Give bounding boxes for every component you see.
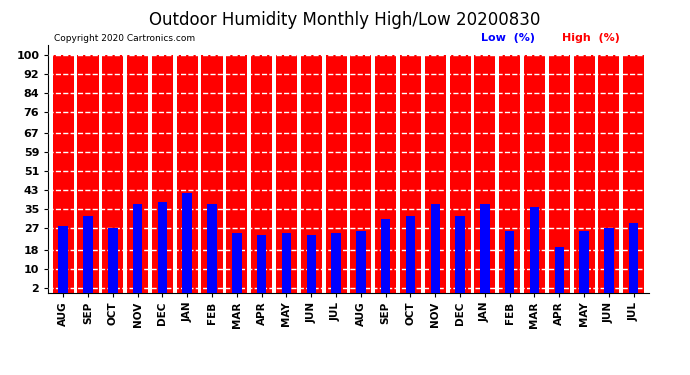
Bar <box>629 224 638 292</box>
Bar <box>549 54 570 292</box>
Bar <box>505 231 515 292</box>
Bar <box>351 54 371 292</box>
Bar <box>83 216 92 292</box>
Bar <box>580 231 589 292</box>
Bar <box>381 219 391 292</box>
Bar <box>425 54 446 292</box>
Bar <box>257 236 266 292</box>
Bar <box>356 231 366 292</box>
Bar <box>623 54 644 292</box>
Bar <box>127 54 148 292</box>
Bar <box>276 54 297 292</box>
Bar <box>524 54 545 292</box>
Bar <box>449 54 471 292</box>
Bar <box>480 204 490 292</box>
Bar <box>573 54 595 292</box>
Text: Outdoor Humidity Monthly High/Low 20200830: Outdoor Humidity Monthly High/Low 202008… <box>149 11 541 29</box>
Text: Copyright 2020 Cartronics.com: Copyright 2020 Cartronics.com <box>55 33 195 42</box>
Bar <box>152 54 173 292</box>
Bar <box>232 233 241 292</box>
Bar <box>306 236 316 292</box>
Bar <box>207 204 217 292</box>
Bar <box>108 228 117 292</box>
Bar <box>59 226 68 292</box>
Bar <box>102 54 124 292</box>
Bar <box>406 216 415 292</box>
Bar <box>77 54 99 292</box>
Bar <box>177 54 198 292</box>
Bar <box>455 216 465 292</box>
Bar <box>431 204 440 292</box>
Bar <box>326 54 346 292</box>
Bar <box>301 54 322 292</box>
Bar <box>499 54 520 292</box>
Bar <box>182 192 192 292</box>
Bar <box>331 233 341 292</box>
Bar <box>226 54 248 292</box>
Bar <box>598 54 620 292</box>
Text: High  (%): High (%) <box>562 33 620 42</box>
Bar <box>555 247 564 292</box>
Bar <box>251 54 272 292</box>
Bar <box>375 54 396 292</box>
Bar <box>201 54 223 292</box>
Bar <box>282 233 291 292</box>
Bar <box>400 54 421 292</box>
Bar <box>52 54 74 292</box>
Bar <box>158 202 167 292</box>
Bar <box>474 54 495 292</box>
Bar <box>133 204 142 292</box>
Bar <box>604 228 613 292</box>
Text: Low  (%): Low (%) <box>480 33 535 42</box>
Bar <box>530 207 539 292</box>
